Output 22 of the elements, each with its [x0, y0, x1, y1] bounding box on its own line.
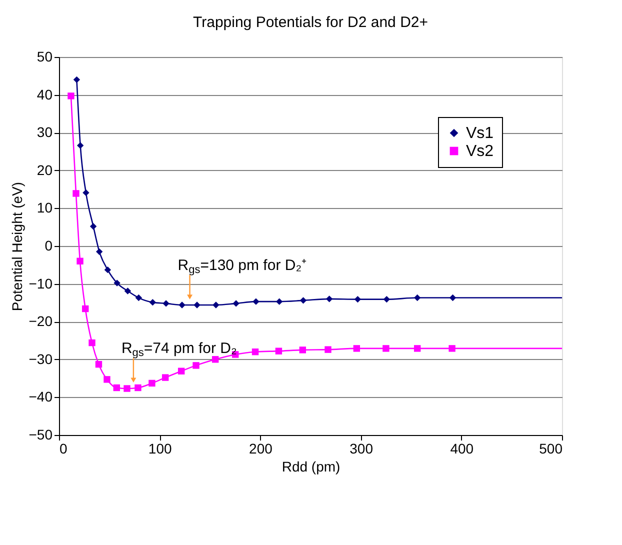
- x-tick-label: 100: [148, 440, 172, 456]
- y-tick-label: −10: [28, 275, 53, 292]
- x-tick-label: 300: [350, 440, 374, 456]
- y-tick-label: 20: [36, 162, 53, 178]
- x-tick-label: 0: [60, 440, 68, 456]
- x-axis-title: Rdd (pm): [282, 458, 340, 474]
- y-tick-label: 0: [44, 238, 53, 254]
- legend-label: Vs1: [466, 125, 494, 142]
- legend-label: Vs2: [466, 143, 494, 160]
- chart-title: Trapping Potentials for D2 and D2+: [193, 14, 428, 31]
- y-tick-label: −40: [28, 388, 53, 405]
- x-tick-label: 500: [539, 440, 563, 456]
- x-tick-label: 200: [249, 440, 273, 456]
- y-tick-label: −30: [28, 350, 53, 367]
- y-tick-label: −50: [28, 426, 53, 442]
- y-tick-label: 30: [36, 124, 53, 140]
- y-tick-label: 10: [36, 200, 53, 216]
- y-tick-label: 50: [36, 48, 53, 64]
- y-axis-title: Potential Height (eV): [8, 182, 25, 312]
- x-tick-label: 400: [450, 440, 474, 456]
- y-tick-label: 40: [36, 86, 53, 102]
- y-tick-label: −20: [28, 313, 53, 330]
